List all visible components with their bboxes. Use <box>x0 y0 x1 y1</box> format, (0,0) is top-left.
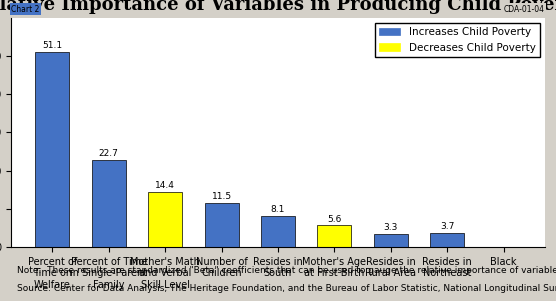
Text: Source: Center for Data Analysis, The Heritage Foundation, and the Bureau of Lab: Source: Center for Data Analysis, The He… <box>17 284 556 293</box>
Text: 5.6: 5.6 <box>327 215 341 224</box>
Bar <box>430 233 464 247</box>
Text: CDA-01-04: CDA-01-04 <box>504 5 545 14</box>
Text: 3.3: 3.3 <box>384 223 398 232</box>
Bar <box>92 160 126 247</box>
Title: Relative Importance of Variables in Producing Child Poverty: Relative Importance of Variables in Prod… <box>0 0 556 14</box>
Bar <box>374 234 408 247</box>
Bar <box>148 192 182 247</box>
Text: 51.1: 51.1 <box>42 41 62 50</box>
Text: 11.5: 11.5 <box>211 192 232 201</box>
Text: 14.4: 14.4 <box>155 181 175 190</box>
Text: Chart 2: Chart 2 <box>11 5 39 14</box>
Text: 8.1: 8.1 <box>271 205 285 214</box>
Bar <box>261 216 295 247</box>
Bar <box>36 52 70 247</box>
Text: 3.7: 3.7 <box>440 222 454 231</box>
Text: Note:  These results are standardized "Beta" coefficients that can be used to ga: Note: These results are standardized "Be… <box>17 266 556 275</box>
Bar <box>205 203 239 247</box>
Legend: Increases Child Poverty, Decreases Child Poverty: Increases Child Poverty, Decreases Child… <box>375 23 540 57</box>
Text: 22.7: 22.7 <box>99 149 118 158</box>
Bar <box>317 225 351 247</box>
